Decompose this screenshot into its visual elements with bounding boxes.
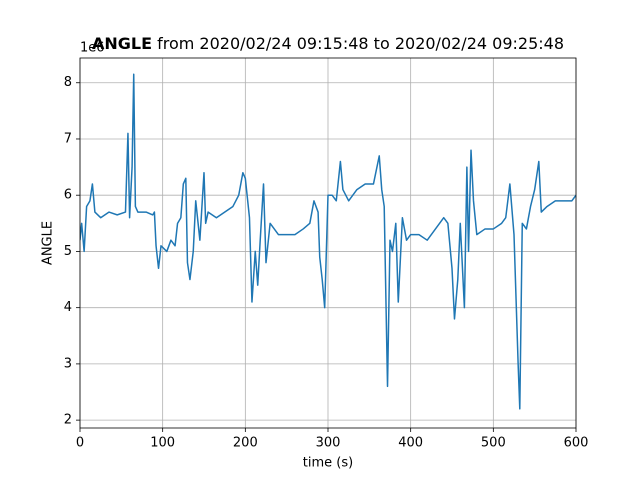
x-tick-label: 0 xyxy=(76,436,84,451)
y-tick-label: 4 xyxy=(64,300,72,315)
data-line xyxy=(80,73,576,410)
x-tick-label: 400 xyxy=(398,436,423,451)
title-bold: ANGLE xyxy=(92,34,152,53)
y-tick-label: 8 xyxy=(64,75,72,90)
plot-frame xyxy=(79,57,577,429)
offset-text: 1e6 xyxy=(80,41,105,56)
y-axis-label: ANGLE xyxy=(41,221,56,265)
y-tick-label: 6 xyxy=(64,188,72,203)
x-tick-label: 100 xyxy=(150,436,175,451)
x-axis-label: time (s) xyxy=(303,456,353,471)
chart-title: ANGLE from 2020/02/24 09:15:48 to 2020/0… xyxy=(92,34,564,53)
x-tick-label: 200 xyxy=(233,436,258,451)
x-tick-label: 500 xyxy=(481,436,506,451)
x-tick-label: 600 xyxy=(564,436,589,451)
y-tick-label: 5 xyxy=(64,244,72,259)
y-tick-label: 7 xyxy=(64,131,72,146)
y-tick-label: 3 xyxy=(64,356,72,371)
y-tick-label: 2 xyxy=(64,413,72,428)
title-rest: from 2020/02/24 09:15:48 to 2020/02/24 0… xyxy=(157,34,564,53)
x-tick-label: 300 xyxy=(316,436,341,451)
